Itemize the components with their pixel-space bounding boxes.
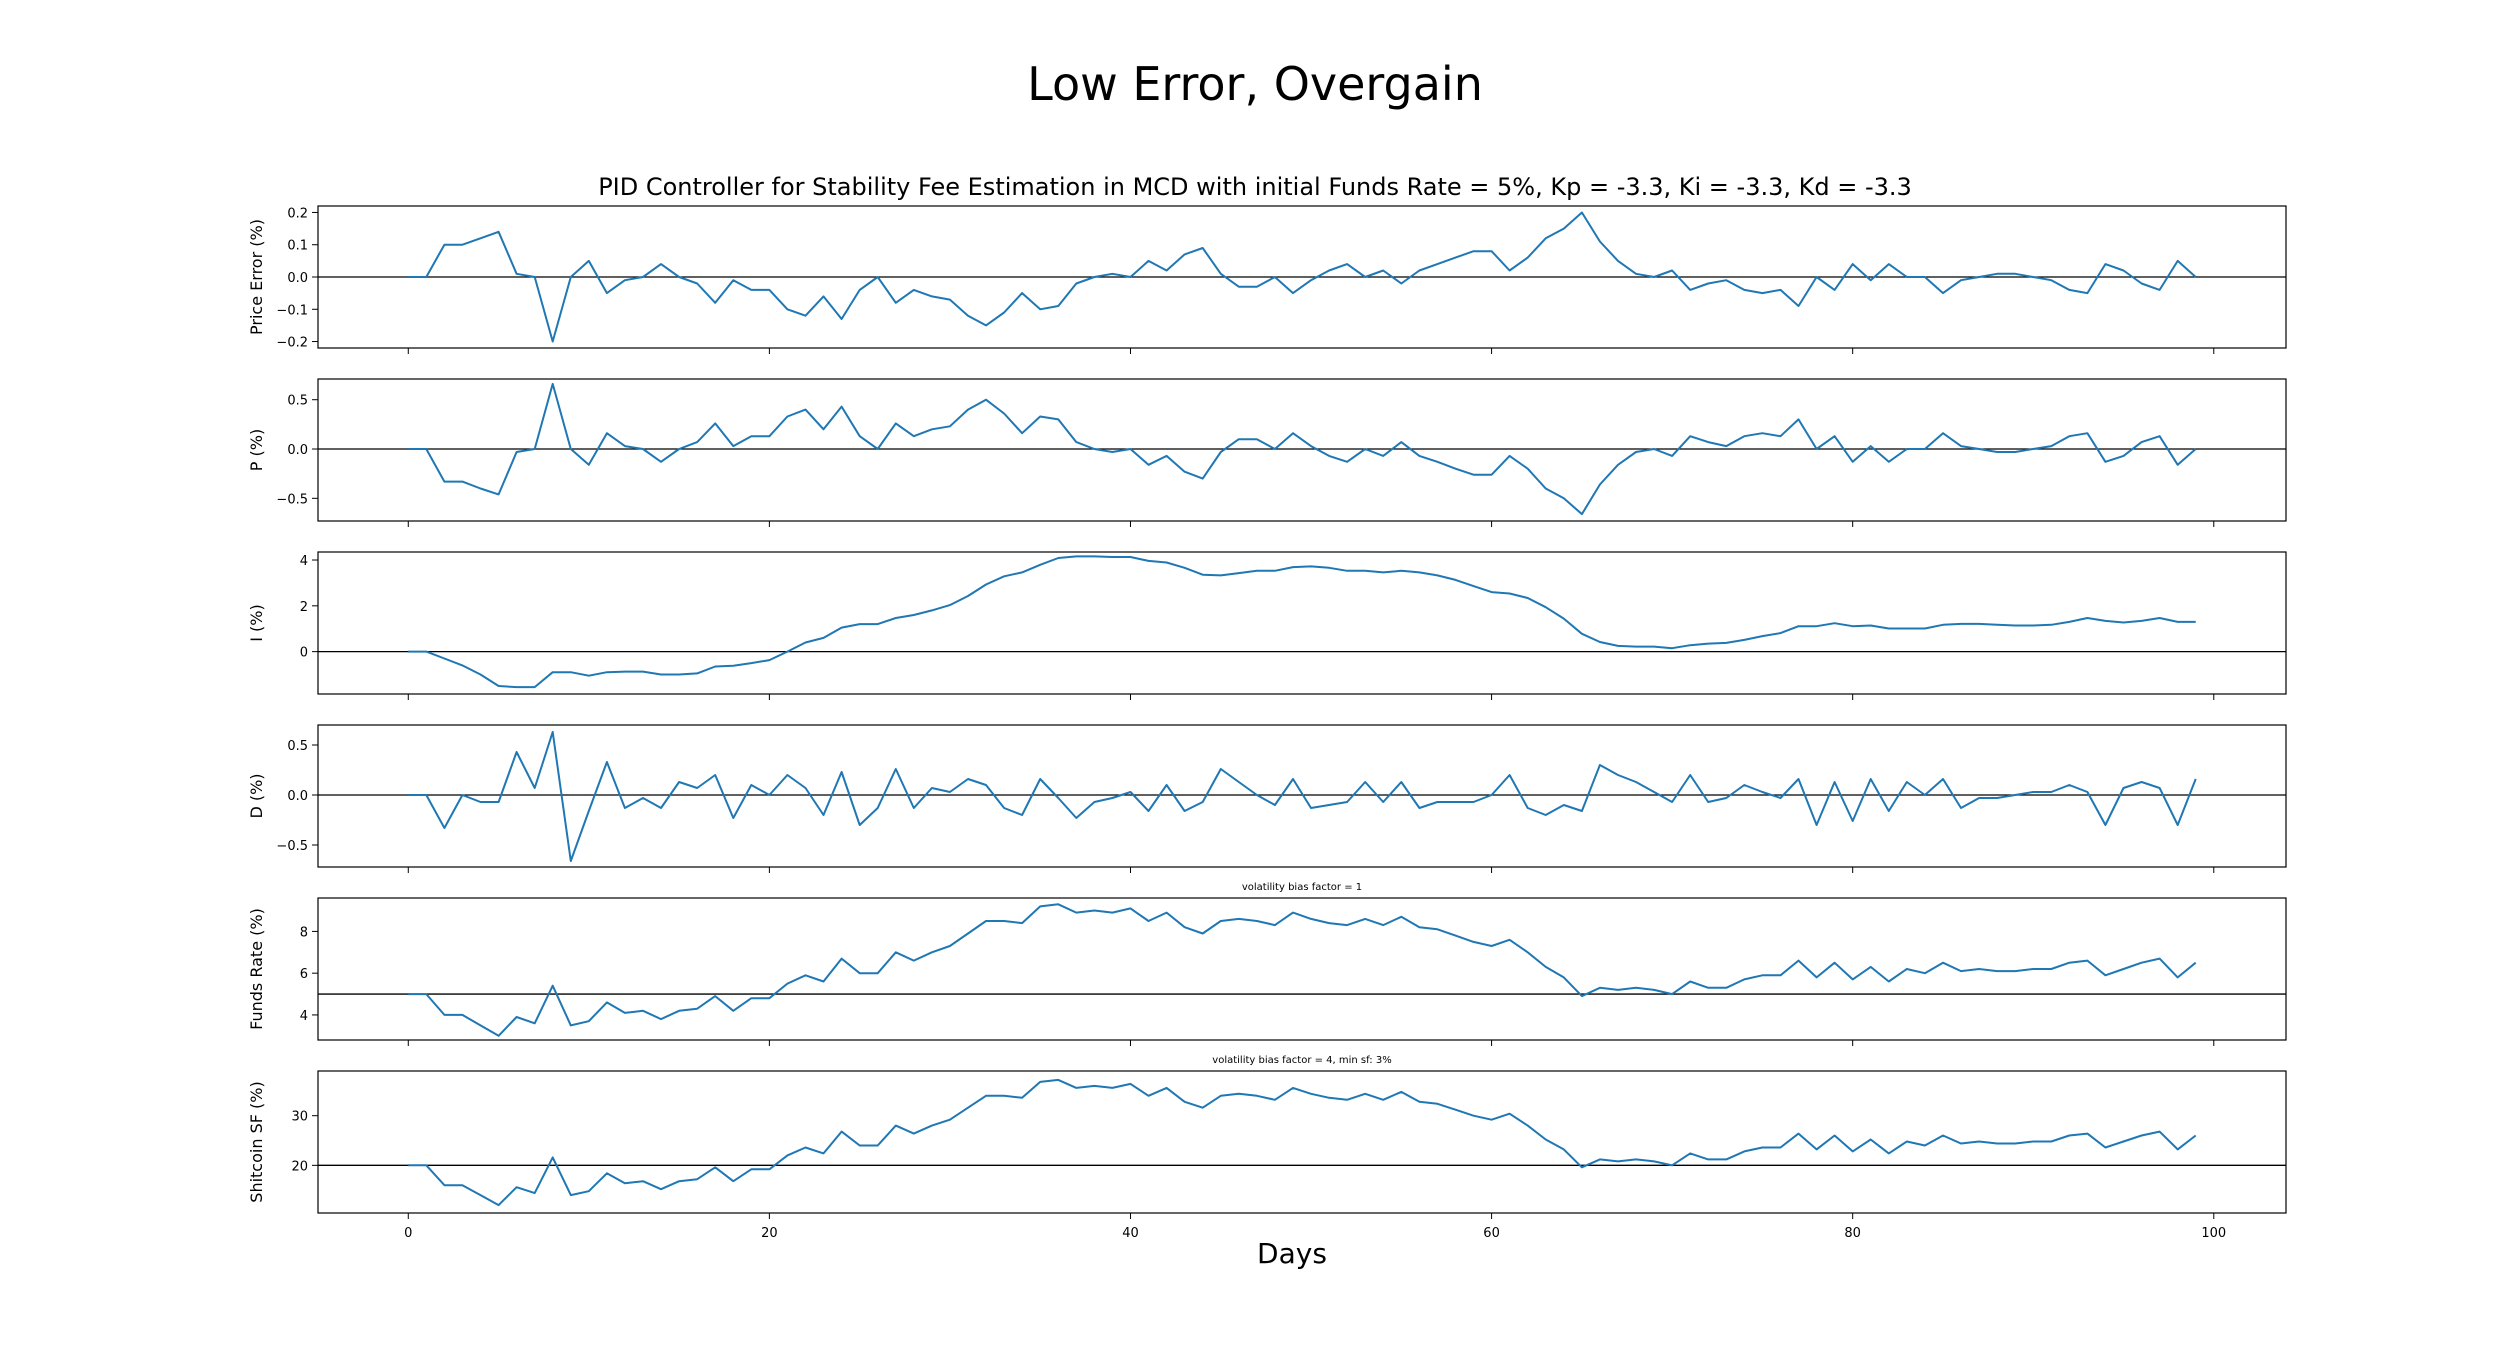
y-axis-label: P (%) [247,429,266,471]
axes-frame-5 [317,897,2287,1041]
y-tick-label: 0.0 [287,443,308,458]
x-tick-label: 60 [1483,1226,1500,1241]
y-tick-label: 0 [300,646,308,661]
axes-frame-4 [317,724,2287,868]
y-axis-label: Shitcoin SF (%) [247,1081,266,1202]
y-tick-label: 4 [300,1009,308,1024]
x-tick-label: 0 [404,1226,412,1241]
chart-subtitle: PID Controller for Stability Fee Estimat… [598,173,1912,201]
y-axis-label: I (%) [247,604,266,642]
y-tick-label: 0.5 [287,394,308,409]
y-tick-label: 4 [300,554,308,569]
series-line-2 [408,382,2197,516]
y-tick-label: 6 [300,967,308,982]
x-tick-label: 40 [1122,1226,1139,1241]
y-tick-label: 20 [291,1159,308,1174]
series-line-1 [408,211,2197,343]
y-tick-label: 2 [300,600,308,615]
x-tick-label: 20 [761,1226,778,1241]
y-axis-label: Funds Rate (%) [247,908,266,1030]
y-tick-label: −0.1 [276,303,308,318]
series-line-4 [408,731,2197,862]
series-line-5 [408,903,2197,1037]
y-tick-label: 0.0 [287,789,308,804]
y-tick-label: 0.0 [287,271,308,286]
y-axis-label: Price Error (%) [247,219,266,335]
axes-frame-6 [317,1070,2287,1214]
axes-frame-3 [317,551,2287,695]
subplot-panels: 0.2 0.1 0.0 −0.1 −0.2 Price Error (%) 0.5 0.0 −0… [247,205,2287,1241]
y-tick-label: 30 [291,1110,308,1125]
x-tick-label: 80 [1844,1226,1861,1241]
y-tick-label: −0.5 [276,492,308,507]
y-tick-label: 0.2 [287,206,308,221]
y-tick-label: −0.5 [276,839,308,854]
x-axis-label: Days [1257,1237,1327,1270]
y-tick-label: −0.2 [276,336,308,351]
panel-annotation: volatility bias factor = 4, min sf: 3% [1212,1055,1391,1066]
y-tick-label: 0.1 [287,239,308,254]
y-tick-label: 8 [300,925,308,940]
series-line-6 [408,1078,2197,1207]
panel-annotation: volatility bias factor = 1 [1242,882,1362,893]
figure-title: Low Error, Overgain [1027,57,1483,111]
y-axis-label: D (%) [247,773,266,818]
axes-frame-2 [317,378,2287,522]
y-tick-label: 0.5 [287,739,308,754]
series-line-3 [408,555,2196,689]
x-tick-label: 100 [2201,1226,2226,1241]
